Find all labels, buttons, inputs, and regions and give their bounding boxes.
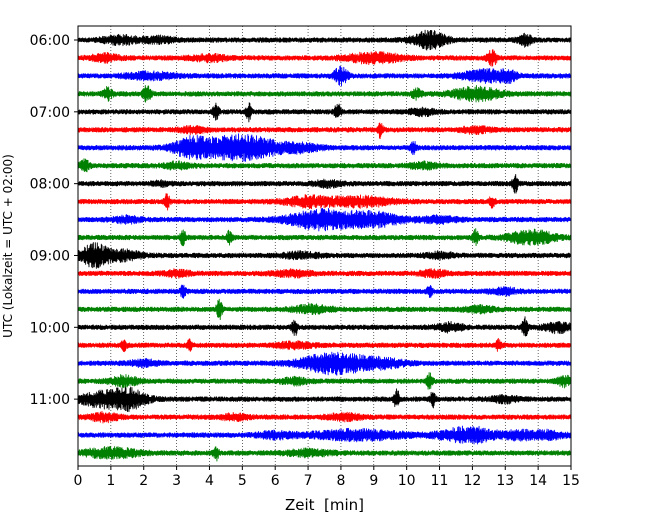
trace-1030	[77, 351, 572, 376]
trace-1045	[77, 372, 572, 390]
trace-0645	[77, 84, 572, 103]
x-tick-label: 11	[431, 473, 449, 489]
x-tick-label: 10	[398, 473, 416, 489]
x-tick-label: 1	[106, 473, 115, 489]
plot-frame	[77, 25, 572, 467]
x-axis-label: Zeit [min]	[285, 496, 364, 514]
trace-0715	[77, 122, 572, 140]
x-tick-label: 3	[172, 473, 181, 489]
trace-1100	[77, 386, 572, 413]
seismogram-traces	[77, 29, 572, 462]
y-tick-label: 09:00	[30, 248, 70, 264]
y-tick-label: 10:00	[30, 320, 70, 336]
trace-0630	[77, 65, 572, 87]
x-tick-label: 15	[562, 473, 580, 489]
x-tick-label: 6	[271, 473, 280, 489]
y-tick-label: 06:00	[30, 33, 70, 49]
trace-0815	[77, 193, 572, 211]
y-tick-label: 07:00	[30, 105, 70, 121]
trace-0915	[77, 268, 572, 279]
x-tick-label: 5	[238, 473, 247, 489]
trace-0800	[77, 173, 572, 194]
y-axis-ticks: 06:00 07:00 08:00 09:00 10:00 11:00	[30, 33, 78, 408]
trace-0930	[77, 284, 572, 299]
x-tick-label: 2	[139, 473, 148, 489]
y-tick-label: 11:00	[30, 392, 70, 408]
y-axis-label: UTC (Lokalzeit = UTC + 02:00)	[1, 154, 15, 338]
y-tick-label: 08:00	[30, 177, 70, 193]
trace-1130	[77, 425, 572, 445]
x-tick-label: 8	[336, 473, 345, 489]
x-tick-label: 9	[369, 473, 378, 489]
trace-1000	[77, 316, 572, 337]
trace-0830	[77, 207, 572, 232]
trace-0600	[77, 29, 572, 51]
minute-gridlines	[110, 26, 539, 466]
trace-0730	[77, 133, 572, 162]
x-tick-label: 0	[74, 473, 83, 489]
x-tick-label: 7	[304, 473, 313, 489]
trace-1145	[77, 445, 572, 462]
trace-0700	[77, 102, 572, 123]
x-tick-label: 12	[463, 473, 481, 489]
x-tick-label: 4	[205, 473, 214, 489]
trace-1115	[77, 410, 572, 424]
x-tick-label: 14	[529, 473, 547, 489]
trace-1015	[77, 338, 572, 353]
trace-0900	[77, 242, 572, 269]
trace-0945	[77, 298, 572, 321]
trace-0745	[77, 158, 572, 173]
trace-0845	[77, 228, 572, 247]
x-axis-ticks: 0 1 2 3 4 5 6 7 8 9 10 11 12 13 14 15	[74, 466, 580, 489]
x-tick-label: 13	[496, 473, 514, 489]
trace-0615	[77, 49, 572, 67]
